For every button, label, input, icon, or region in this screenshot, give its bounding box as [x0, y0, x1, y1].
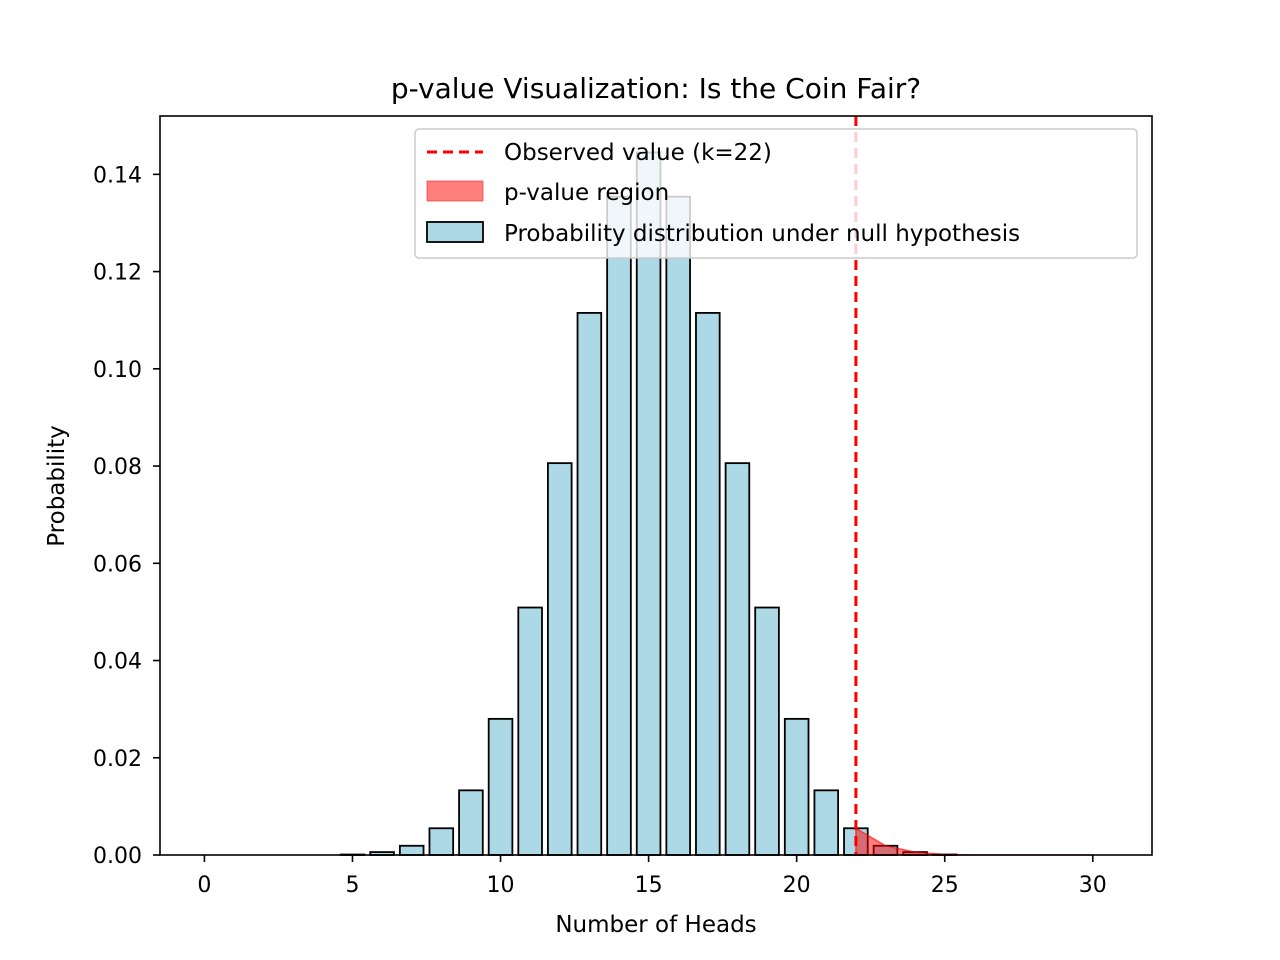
- bar-18: [724, 462, 751, 856]
- y-tick-label-7: 0.14: [93, 163, 142, 188]
- x-tick-label-5: 5: [345, 873, 359, 898]
- bar-20: [783, 717, 810, 856]
- legend-distribution-swatch: [426, 221, 484, 243]
- x-tick-label-20: 20: [783, 873, 811, 898]
- y-tick-label-0: 0.00: [93, 844, 142, 869]
- bar-11: [517, 606, 543, 856]
- bar-14: [606, 195, 632, 856]
- bar-17: [695, 312, 721, 856]
- y-axis-label: Probability: [44, 425, 70, 547]
- bar-19: [754, 606, 780, 856]
- x-tick-label-25: 25: [931, 873, 959, 898]
- x-tick-label-0: 0: [197, 873, 211, 898]
- plot-frame: [159, 115, 1153, 856]
- bar-7: [398, 844, 425, 856]
- bar-16: [665, 195, 691, 856]
- x-tick-label-15: 15: [635, 873, 663, 898]
- y-tick-label-1: 0.02: [93, 747, 142, 772]
- x-axis-label: Number of Heads: [555, 912, 756, 938]
- chart-title: p-value Visualization: Is the Coin Fair?: [391, 72, 921, 105]
- legend: Observed value (k=22) p-value region Pro…: [414, 128, 1138, 259]
- bar-12: [547, 462, 573, 856]
- y-axis-ticks: 0.00 0.02 0.04 0.06 0.08 0.10 0.12 0.14: [93, 163, 160, 869]
- bar-8: [428, 827, 455, 856]
- y-tick-label-2: 0.04: [93, 650, 142, 675]
- legend-pvalue-swatch: [426, 180, 484, 202]
- x-axis-ticks: 0 5 10 15 20 25 30: [197, 855, 1107, 898]
- legend-box: [414, 128, 1138, 259]
- x-tick-label-10: 10: [487, 873, 515, 898]
- y-tick-label-4: 0.08: [93, 455, 142, 480]
- bar-21: [813, 789, 840, 856]
- bar-13: [576, 312, 603, 856]
- y-tick-label-3: 0.06: [93, 552, 142, 577]
- bar-9: [458, 789, 484, 856]
- bar-10: [487, 717, 514, 856]
- y-tick-label-6: 0.12: [93, 261, 142, 286]
- y-tick-label-5: 0.10: [93, 358, 142, 383]
- x-tick-label-30: 30: [1079, 873, 1107, 898]
- legend-distribution-label: Probability distribution under null hypo…: [504, 221, 1020, 247]
- legend-observed-label: Observed value (k=22): [504, 140, 772, 166]
- legend-pvalue-label: p-value region: [504, 180, 669, 206]
